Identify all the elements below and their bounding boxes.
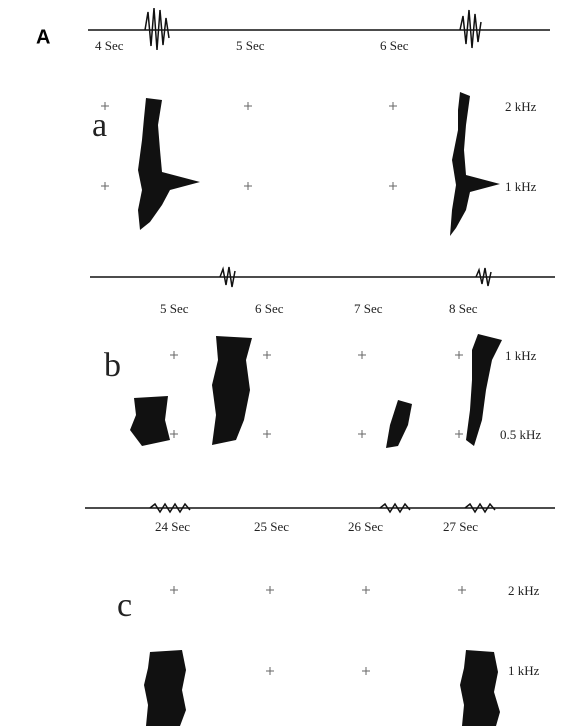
waveform-burst [475,267,492,287]
time-label: 6 Sec [380,38,409,53]
time-label: 5 Sec [236,38,265,53]
time-label: 24 Sec [155,519,190,534]
spectrogram [460,650,500,726]
waveform-burst [149,502,496,514]
spectrogram [138,98,200,230]
time-label: 26 Sec [348,519,383,534]
panel-a: 4 Sec 5 Sec 6 Sec a 2 kHz 1 kHz [88,7,550,236]
freq-label: 1 kHz [505,348,537,363]
time-label: 5 Sec [160,301,189,316]
freq-label: 1 kHz [505,179,537,194]
time-label: 7 Sec [354,301,383,316]
freq-label: 0.5 kHz [500,427,541,442]
grid-plus [170,351,463,438]
spectrogram [212,336,252,445]
time-label: 4 Sec [95,38,124,53]
subpanel-label: c [117,587,132,624]
spectrogram [450,92,500,236]
spectrogram [144,650,186,726]
freq-label: 2 kHz [508,583,540,598]
waveform-burst [219,266,236,288]
spectrogram [466,334,502,446]
grid-plus [101,102,397,190]
subpanel-label: a [92,107,107,144]
subpanel-label: b [104,347,121,384]
panel-c: 24 Sec 25 Sec 26 Sec 27 Sec c 2 kHz 1 kH… [85,502,555,726]
time-label: 27 Sec [443,519,478,534]
waveform-burst [144,7,170,51]
spectrogram [386,400,412,448]
panel-label: A [36,26,50,48]
time-label: 25 Sec [254,519,289,534]
grid-plus [170,586,466,675]
time-label: 6 Sec [255,301,284,316]
waveform-burst [459,9,482,49]
panel-b: 5 Sec 6 Sec 7 Sec 8 Sec b 1 kHz 0.5 kHz [90,266,555,448]
freq-label: 2 kHz [505,99,537,114]
time-label: 8 Sec [449,301,478,316]
freq-label: 1 kHz [508,663,540,678]
spectrogram [130,396,170,446]
